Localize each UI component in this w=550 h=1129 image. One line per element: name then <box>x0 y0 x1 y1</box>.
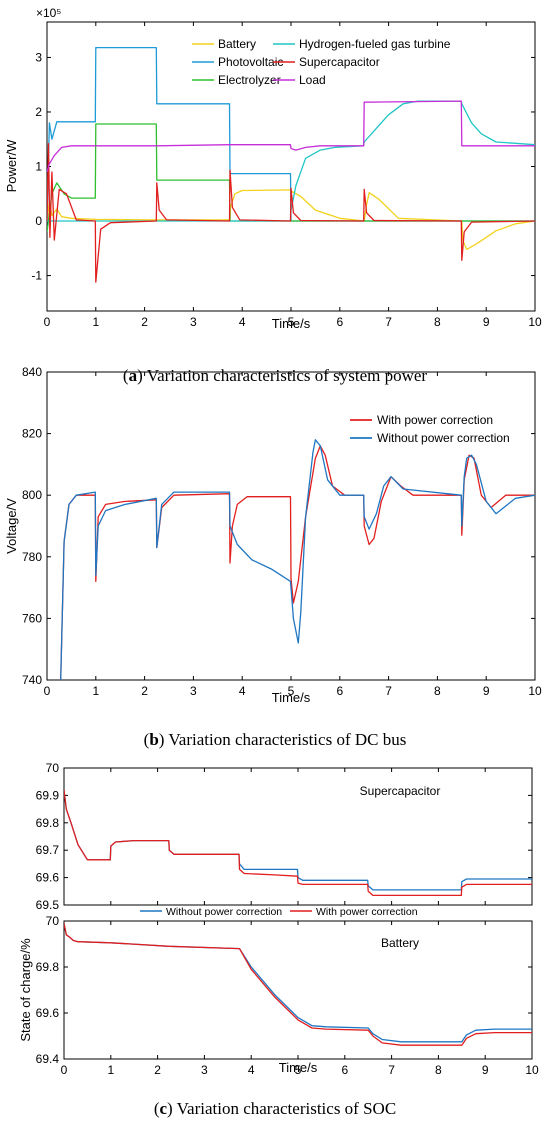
panel-title: Battery <box>381 936 419 950</box>
legend-label: Without power correction <box>166 906 282 918</box>
series-line-3-0 <box>64 923 532 1043</box>
chart-panel-1: 0 1 2 3 4 5 6 7 8 9 10 740 760 780 800 820 840 Time/s Volt… <box>4 365 542 749</box>
x-tick-label: 10 <box>525 1063 539 1077</box>
caption-c: (c) Variation characteristics of SOC <box>154 1099 396 1118</box>
x-tick-label: 9 <box>482 1063 489 1077</box>
x-tick-label: 5 <box>288 684 295 698</box>
y-tick-label: 800 <box>22 488 42 502</box>
caption-label: c <box>159 1099 167 1118</box>
x-tick-label: 7 <box>388 1063 395 1077</box>
legend-label: Hydrogen-fueled gas turbine <box>299 37 451 51</box>
legend-label: Electrolyzer <box>218 73 281 87</box>
y-tick-label: 69.6 <box>36 871 60 885</box>
y-tick-label: 840 <box>22 365 42 379</box>
x-tick-label: 0 <box>61 1063 68 1077</box>
series-line-0-5 <box>47 100 535 173</box>
y-tick-label: 69.5 <box>36 898 60 912</box>
series-line-0-3 <box>47 100 535 222</box>
x-tick-label: 6 <box>336 684 343 698</box>
legend-label: With power correction <box>377 413 493 427</box>
y-tick-label: 69.7 <box>36 843 60 857</box>
x-tick-label: 2 <box>141 684 148 698</box>
x-tick-label: 9 <box>483 684 490 698</box>
x-tick-label: 1 <box>92 315 99 329</box>
legend-label: Battery <box>218 37 256 51</box>
x-axis-label: Time/s <box>279 1060 318 1075</box>
y-tick-label: 69.9 <box>36 788 60 802</box>
y-tick-label: 70 <box>46 914 60 928</box>
y-tick-label: 70 <box>46 761 60 775</box>
plot-area <box>63 920 533 1060</box>
series-line-0-0 <box>47 189 535 251</box>
caption-text: Variation characteristics of system powe… <box>143 366 428 385</box>
legend-label: Supercapacitor <box>299 55 380 69</box>
y-tick-label: -1 <box>31 269 42 283</box>
series-line-3-1 <box>64 923 532 1046</box>
x-tick-label: 8 <box>435 1063 442 1077</box>
caption-label: b <box>149 730 158 749</box>
x-tick-label: 3 <box>190 315 197 329</box>
x-tick-label: 6 <box>336 315 343 329</box>
y-tick-label: 69.8 <box>36 960 60 974</box>
chart-panel-2: 69.5 69.6 69.7 69.8 69.9 70 Supercapacitor <box>36 761 533 912</box>
plot-area <box>46 21 536 312</box>
x-tick-label: 3 <box>201 1063 208 1077</box>
x-tick-label: 10 <box>528 684 542 698</box>
x-tick-label: 4 <box>239 315 246 329</box>
x-tick-label: 4 <box>239 684 246 698</box>
y-tick-label: 3 <box>35 50 42 64</box>
x-tick-label: 10 <box>528 315 542 329</box>
x-tick-label: 1 <box>92 684 99 698</box>
x-tick-label: 8 <box>434 315 441 329</box>
y-tick-label: 760 <box>22 611 42 625</box>
x-tick-label: 5 <box>295 1063 302 1077</box>
x-tick-label: 1 <box>107 1063 114 1077</box>
y-tick-label: 2 <box>35 105 42 119</box>
legend-label: Without power correction <box>377 431 510 445</box>
legend-label: Photovoltaic <box>218 55 283 69</box>
x-tick-label: 7 <box>385 315 392 329</box>
y-tick-label: 69.4 <box>36 1052 60 1066</box>
x-tick-label: 3 <box>190 684 197 698</box>
caption-text: Variation characteristics of SOC <box>173 1099 396 1118</box>
caption-b: (b) Variation characteristics of DC bus <box>144 730 407 749</box>
x-axis-label: Time/s <box>272 690 311 705</box>
y-tick-label: 740 <box>22 673 42 687</box>
series-line-1-1 <box>60 439 535 680</box>
caption-text: Variation characteristics of DC bus <box>164 730 406 749</box>
x-tick-label: 6 <box>341 1063 348 1077</box>
y-tick-label: 69.6 <box>36 1006 60 1020</box>
chart-panel-3: 0 1 2 3 4 5 6 7 8 9 10 69.4 69.6 69.8 70 Time/s Battery S… <box>18 906 539 1118</box>
y-tick-label: 0 <box>35 214 42 228</box>
legend-label: Load <box>299 73 326 87</box>
caption-a: (a) Variation characteristics of system … <box>123 366 428 385</box>
x-axis-label: Time/s <box>272 316 311 331</box>
y-tick-label: 1 <box>35 160 42 174</box>
panel-title: Supercapacitor <box>360 784 441 798</box>
y-axis-label: State of charge/% <box>18 938 33 1042</box>
x-tick-label: 2 <box>154 1063 161 1077</box>
x-tick-label: 2 <box>141 315 148 329</box>
y-axis-label: Voltage/V <box>4 498 19 554</box>
x-tick-label: 9 <box>483 315 490 329</box>
chart-panel-0: 0 1 2 3 4 5 6 7 8 9 10 -1 0 1 2 3 Time/s ×10⁵ Power/W Batte… <box>4 6 542 385</box>
x-tick-label: 0 <box>44 684 51 698</box>
x-tick-label: 7 <box>385 684 392 698</box>
x-tick-label: 0 <box>44 315 51 329</box>
y-tick-label: 820 <box>22 427 42 441</box>
caption-label: a <box>129 366 138 385</box>
legend-label: With power correction <box>316 906 418 918</box>
y-tick-label: 69.8 <box>36 816 60 830</box>
x-tick-label: 5 <box>288 315 295 329</box>
series-line-0-4 <box>47 142 535 283</box>
exponent-label: ×10⁵ <box>36 6 61 20</box>
series-line-2-1 <box>64 789 532 897</box>
x-tick-label: 4 <box>248 1063 255 1077</box>
y-axis-label: Power/W <box>4 139 19 192</box>
x-tick-label: 8 <box>434 684 441 698</box>
series-line-2-0 <box>64 789 532 891</box>
y-tick-label: 780 <box>22 550 42 564</box>
